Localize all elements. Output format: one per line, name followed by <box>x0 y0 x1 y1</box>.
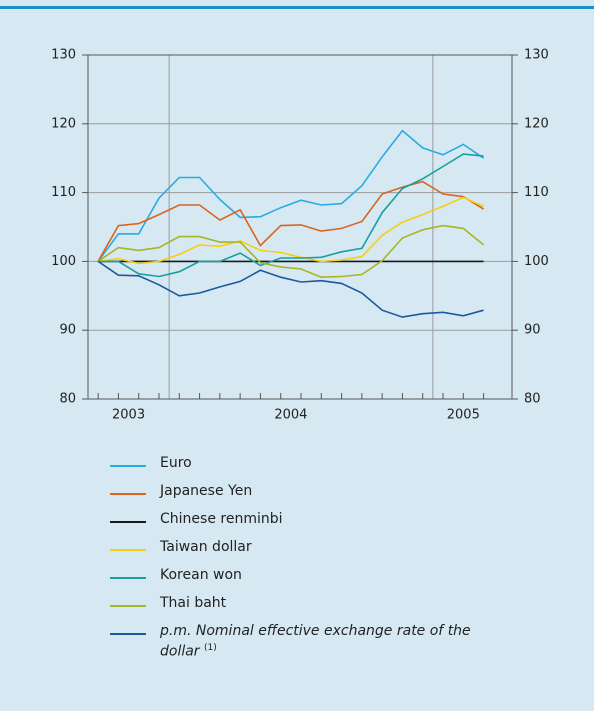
legend-text: Euro <box>160 455 192 471</box>
footnote-marker: (1) <box>204 643 217 653</box>
legend-label: Taiwan dollar <box>160 539 480 556</box>
x-tick-label: 2005 <box>447 408 480 423</box>
legend-item: Korean won <box>110 567 490 584</box>
legend-swatch <box>110 577 146 579</box>
y-tick-label: 130 <box>51 48 76 63</box>
y-tick-label: 120 <box>51 116 76 131</box>
series-line <box>98 153 484 278</box>
series-line <box>97 224 485 279</box>
legend-swatch <box>110 465 146 467</box>
x-tick-label: 2003 <box>112 408 145 423</box>
legend-label: Chinese renminbi <box>160 511 480 528</box>
legend-item: Thai baht <box>110 595 490 612</box>
y2-tick-label: 130 <box>524 48 549 63</box>
legend-text: p.m. Nominal effective exchange rate of … <box>160 623 471 660</box>
plot-frame <box>87 54 513 400</box>
legend-swatch <box>110 493 146 495</box>
series-line <box>97 180 485 262</box>
legend-text: Japanese Yen <box>160 483 253 499</box>
y-tick-label: 90 <box>59 323 76 338</box>
series-line <box>97 129 485 262</box>
y-tick-label: 110 <box>51 185 76 200</box>
legend-item: Japanese Yen <box>110 483 490 500</box>
y2-tick-label: 80 <box>524 392 541 407</box>
y2-tick-label: 110 <box>524 185 549 200</box>
y-tick-label: 80 <box>59 392 76 407</box>
legend-text: Chinese renminbi <box>160 511 283 527</box>
x-tick-label: 2004 <box>274 408 307 423</box>
y2-tick-label: 90 <box>524 323 541 338</box>
legend-label: Thai baht <box>160 595 480 612</box>
legend-item: Euro <box>110 455 490 472</box>
legend-item: p.m. Nominal effective exchange rate of … <box>110 623 490 661</box>
legend-label: p.m. Nominal effective exchange rate of … <box>160 623 480 661</box>
legend-text: Thai baht <box>160 595 227 611</box>
legend-swatch <box>110 633 146 635</box>
series-line <box>97 260 484 318</box>
legend-label: Euro <box>160 455 480 472</box>
legend-item: Taiwan dollar <box>110 539 490 556</box>
legend-text: Taiwan dollar <box>160 539 252 555</box>
legend-label: Japanese Yen <box>160 483 480 500</box>
legend-item: Chinese renminbi <box>110 511 490 528</box>
series-line <box>97 196 484 265</box>
y2-tick-label: 120 <box>524 116 549 131</box>
legend-label: Korean won <box>160 567 480 584</box>
legend: Euro Japanese Yen Chinese renminbi Taiwan d… <box>110 455 490 672</box>
y-tick-label: 100 <box>51 254 76 269</box>
legend-swatch <box>110 605 146 607</box>
top-rule <box>0 6 594 9</box>
legend-swatch <box>110 521 146 523</box>
legend-swatch <box>110 549 146 551</box>
y2-tick-label: 100 <box>524 254 549 269</box>
legend-text: Korean won <box>160 567 242 583</box>
